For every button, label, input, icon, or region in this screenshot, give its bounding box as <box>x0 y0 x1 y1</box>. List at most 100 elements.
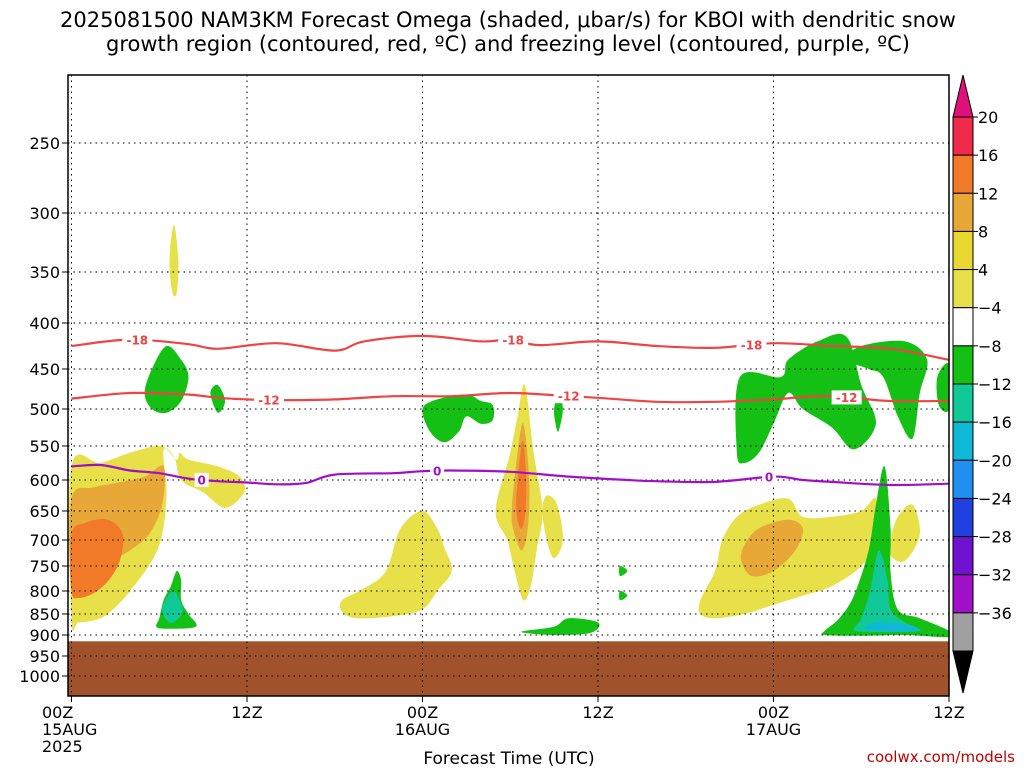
omega-region-22 <box>821 466 949 638</box>
omega-region-4 <box>339 511 452 619</box>
x-tick-label: 15AUG <box>42 720 97 739</box>
y-tick-label: 650 <box>29 502 60 521</box>
omega-region-11 <box>889 504 920 563</box>
y-tick-label: 300 <box>29 204 60 223</box>
colorbar-swatch <box>952 269 974 309</box>
y-tick-label: 750 <box>29 557 60 576</box>
colorbar-label: 4 <box>978 261 988 280</box>
colorbar-label: −24 <box>978 489 1012 508</box>
colorbar-label: 16 <box>978 146 998 165</box>
y-tick-label: 850 <box>29 605 60 624</box>
isotherm-label-bg <box>831 390 862 405</box>
colorbar-label: −32 <box>978 566 1012 585</box>
isotherm-label: -18 <box>502 334 524 348</box>
isotherm-label: 0 <box>433 464 441 478</box>
colorbar-swatch <box>952 383 974 423</box>
x-axis-label: Forecast Time (UTC) <box>423 749 594 768</box>
x-tick-label: 17AUG <box>746 720 801 739</box>
omega-region-7 <box>516 440 527 529</box>
omega-region-19 <box>735 333 876 464</box>
colorbar-swatch <box>952 497 974 538</box>
y-tick-label: 950 <box>29 647 60 666</box>
plot-frame <box>67 74 950 697</box>
colorbar-swatch <box>952 574 974 614</box>
colorbar-swatch <box>952 307 974 347</box>
x-tick-label: 16AUG <box>395 720 450 739</box>
isotherm-line-0 <box>71 334 949 361</box>
omega-region-12 <box>144 345 189 414</box>
gridlines <box>68 75 949 696</box>
omega-region-26 <box>619 590 628 601</box>
colorbar-label: −16 <box>978 413 1012 432</box>
colorbar-swatch <box>952 345 974 385</box>
x-tick-label: 12Z <box>582 703 613 722</box>
colorbar-label: −8 <box>978 337 1002 356</box>
colorbar-top-arrow <box>952 74 974 118</box>
x-tick-label: 12Z <box>231 703 262 722</box>
colorbar-swatch <box>952 612 974 652</box>
y-tick-label: 350 <box>29 263 60 282</box>
terrain-fill <box>68 641 949 696</box>
omega-region-21 <box>936 363 949 413</box>
colorbar-label: 20 <box>978 108 998 127</box>
colorbar-label: −36 <box>978 604 1012 623</box>
y-tick-label: 900 <box>29 626 60 645</box>
isotherm-label-bg <box>553 389 584 404</box>
pressure-axis: 250 300 350 400 450 500 550 600 650 700 750 800 850 9… <box>19 134 68 686</box>
omega-shading-layer <box>69 224 949 638</box>
chart-title-line1: 2025081500 NAM3KM Forecast Omega (shaded… <box>60 8 956 32</box>
x-tick-label: 2025 <box>42 737 83 756</box>
isotherm-label-bg <box>762 470 777 485</box>
colorbar-label: −12 <box>978 375 1012 394</box>
colorbar-label: −28 <box>978 528 1012 547</box>
isotherm-label: 0 <box>197 473 205 487</box>
omega-region-16 <box>422 394 495 443</box>
omega-region-18 <box>521 618 600 635</box>
colorbar-swatch <box>952 230 974 271</box>
x-tick-label: 00Z <box>758 703 789 722</box>
omega-region-24 <box>865 622 921 632</box>
y-tick-label: 550 <box>29 437 60 456</box>
omega-region-8 <box>542 495 563 559</box>
x-tick-label: 00Z <box>42 703 73 722</box>
omega-region-25 <box>619 565 628 577</box>
colorbar-label: −4 <box>978 299 1002 318</box>
x-tick-label: 00Z <box>407 703 438 722</box>
isotherm-line-1 <box>71 391 949 404</box>
omega-region-20 <box>846 340 928 440</box>
omega-region-3 <box>169 224 179 297</box>
y-tick-label: 700 <box>29 531 60 550</box>
terrain-layer <box>68 641 949 696</box>
omega-region-10 <box>740 519 804 577</box>
credit-link[interactable]: coolwx.com/models <box>867 748 1015 766</box>
omega-region-23 <box>853 550 921 633</box>
isotherm-label-bg <box>253 393 284 407</box>
colorbar-label: 12 <box>978 184 998 203</box>
isotherm-label: 0 <box>765 471 773 485</box>
colorbar-label: 8 <box>978 222 988 241</box>
isotherm-line-2 <box>71 463 949 487</box>
y-tick-label: 1000 <box>19 667 60 686</box>
colorbar-swatch <box>952 459 974 499</box>
y-tick-label: 800 <box>29 582 60 601</box>
omega-region-15 <box>162 590 183 623</box>
colorbar-swatch <box>952 421 974 461</box>
isotherm-label: -18 <box>126 334 148 348</box>
colorbar-bottom-arrow <box>952 650 974 694</box>
isotherm-label: -18 <box>741 338 763 352</box>
y-tick-label: 250 <box>29 134 60 153</box>
isotherm-label-bg <box>736 337 767 352</box>
isotherm-label-bg <box>498 333 529 348</box>
isotherm-label-bg <box>194 472 209 487</box>
isotherm-layer: -18 -18 -18 -12 -12 -12 0 0 0 <box>71 333 949 487</box>
isotherm-label-bg <box>122 333 153 348</box>
y-tick-label: 450 <box>29 360 60 379</box>
y-tick-label: 600 <box>29 471 60 490</box>
isotherm-label: -12 <box>258 394 280 408</box>
omega-colorbar: 20 16 12 8 4 −4 −8 −12 −16 −20 −24 −28 −32 −36 <box>952 74 1012 694</box>
colorbar-label: −20 <box>978 451 1012 470</box>
y-tick-label: 500 <box>29 400 60 419</box>
colorbar-swatch <box>952 536 974 576</box>
